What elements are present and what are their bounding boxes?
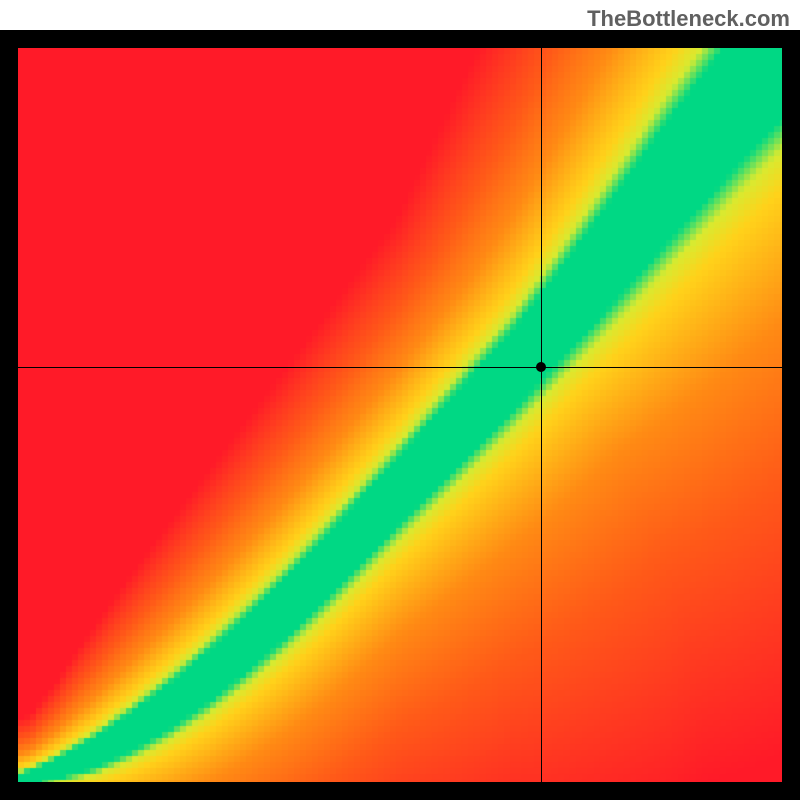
watermark-text: TheBottleneck.com <box>587 6 790 32</box>
chart-frame <box>0 30 800 800</box>
heatmap-canvas <box>18 48 782 782</box>
heatmap-plot <box>18 48 782 782</box>
